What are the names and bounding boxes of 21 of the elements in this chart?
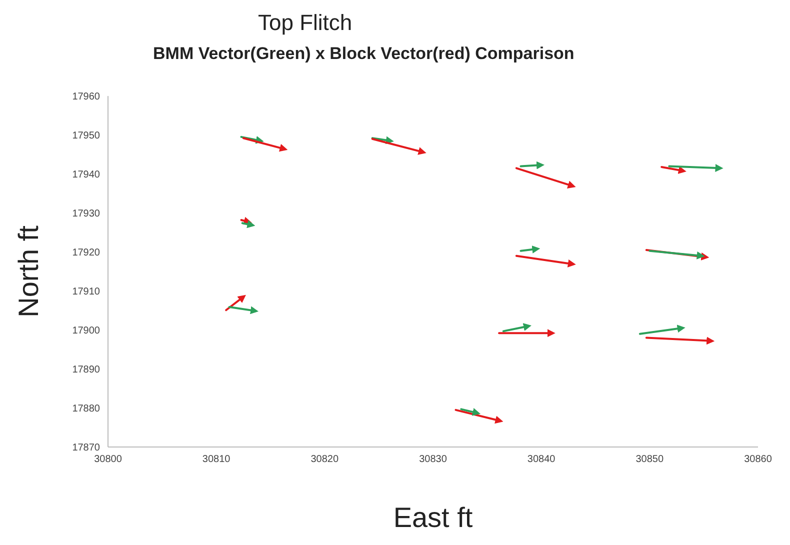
y-tick-label: 17910 [72,286,100,298]
x-tick-label: 30830 [419,454,448,466]
y-tick-label: 17960 [72,92,100,103]
x-tick-label: 30860 [744,454,772,466]
x-tick-label: 30810 [202,454,231,466]
chart-title: Top Flitch [258,10,352,36]
chart-subtitle: BMM Vector(Green) x Block Vector(red) Comparison [153,44,574,64]
x-tick-label: 30820 [310,454,340,466]
y-axis-title: North ft [12,225,44,318]
y-tick-label: 17930 [72,208,100,220]
x-tick-label: 30840 [527,454,556,466]
y-tick-label: 17940 [72,170,100,181]
y-tick-label: 17870 [72,442,100,454]
y-tick-label: 17880 [72,404,100,415]
y-tick-label: 17890 [72,364,100,376]
y-tick-label: 17920 [72,248,100,259]
y-tick-label: 17900 [72,326,100,337]
y-tick-label: 17950 [72,130,100,142]
x-tick-label: 30850 [636,454,664,466]
x-axis-title: East ft [393,502,473,533]
x-tick-label: 30800 [94,454,122,466]
